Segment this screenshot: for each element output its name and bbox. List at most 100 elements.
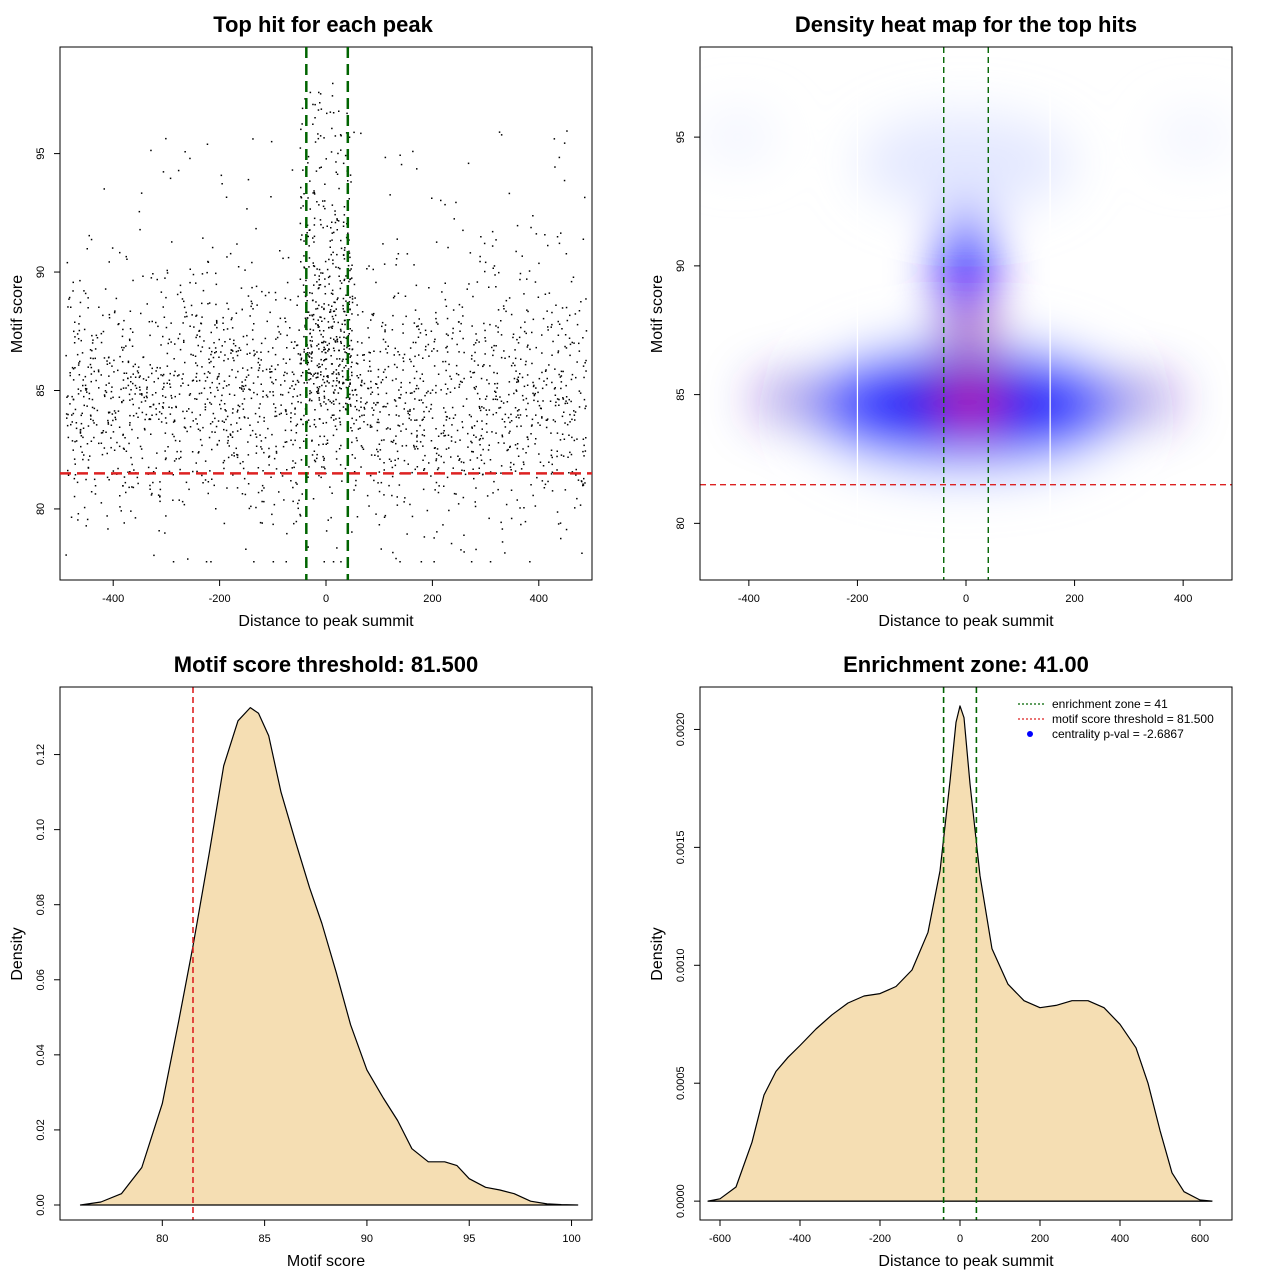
scatter-point <box>393 363 396 366</box>
scatter-point <box>303 193 305 195</box>
x-tick-label: 200 <box>423 593 441 605</box>
scatter-point <box>122 485 124 487</box>
scatter-point <box>226 487 228 489</box>
scatter-point <box>155 413 158 416</box>
scatter-point <box>428 355 430 357</box>
scatter-point <box>68 296 71 299</box>
scatter-point <box>331 305 333 307</box>
scatter-point <box>87 297 89 299</box>
scatter-point <box>497 488 499 491</box>
scatter-point <box>197 452 200 454</box>
scatter-point <box>346 112 348 115</box>
scatter-point <box>532 381 534 384</box>
scatter-point <box>351 295 354 298</box>
scatter-point <box>285 561 287 563</box>
scatter-point <box>265 368 268 371</box>
scatter-point <box>560 387 562 390</box>
scatter-point <box>505 299 508 302</box>
scatter-point <box>132 486 135 489</box>
scatter-point <box>236 454 239 456</box>
scatter-point <box>551 490 554 492</box>
scatter-point <box>434 489 436 491</box>
scatter-point <box>384 324 387 326</box>
scatter-point <box>150 149 152 152</box>
scatter-point <box>171 407 173 409</box>
scatter-point <box>150 433 152 435</box>
scatter-point <box>343 214 346 216</box>
scatter-point <box>483 462 486 465</box>
scatter-point <box>500 320 502 322</box>
scatter-point <box>564 402 566 405</box>
scatter-point <box>576 497 578 500</box>
scatter-point <box>80 339 82 342</box>
scatter-point <box>537 296 540 298</box>
scatter-point <box>216 376 219 378</box>
scatter-point <box>474 388 476 390</box>
scatter-point <box>543 487 546 489</box>
scatter-point <box>387 365 390 368</box>
scatter-point <box>221 345 223 347</box>
scatter-point <box>317 137 320 140</box>
score-density-ylabel: Density <box>9 927 26 980</box>
scatter-point <box>93 478 96 481</box>
scatter-point <box>221 394 223 397</box>
scatter-point <box>344 408 347 410</box>
scatter-point <box>422 488 425 491</box>
scatter-point <box>463 551 465 553</box>
scatter-point <box>286 334 288 337</box>
scatter-point <box>304 317 307 319</box>
scatter-point <box>403 353 406 356</box>
scatter-point <box>73 342 76 344</box>
scatter-point <box>547 326 549 328</box>
scatter-point <box>331 95 334 97</box>
scatter-point <box>151 320 153 323</box>
scatter-point <box>302 423 304 426</box>
scatter-point <box>170 322 172 324</box>
scatter-point <box>476 281 479 283</box>
scatter-point <box>290 412 292 414</box>
scatter-point <box>316 281 318 283</box>
scatter-point <box>112 431 115 433</box>
scatter-point <box>556 450 558 452</box>
scatter-point <box>332 434 335 437</box>
scatter-point <box>303 255 305 257</box>
scatter-point <box>274 410 277 413</box>
scatter-point <box>373 312 375 315</box>
scatter-point <box>164 458 167 461</box>
scatter-point <box>517 380 520 383</box>
scatter-point <box>585 359 587 362</box>
scatter-point <box>324 467 326 470</box>
scatter-point <box>144 400 147 402</box>
scatter-point <box>363 406 365 409</box>
scatter-point <box>164 532 166 534</box>
scatter-point <box>157 325 159 328</box>
scatter-point <box>184 427 187 429</box>
scatter-point <box>560 375 563 377</box>
scatter-point <box>423 469 425 471</box>
scatter-point <box>93 407 96 410</box>
scatter-point <box>89 363 92 366</box>
scatter-point <box>336 547 338 549</box>
scatter-point <box>525 408 527 411</box>
scatter-point <box>139 375 141 377</box>
scatter-point <box>336 253 338 256</box>
scatter-point <box>510 517 513 520</box>
scatter-point <box>70 306 72 308</box>
scatter-point <box>335 384 338 387</box>
scatter-point <box>329 337 332 339</box>
scatter-point <box>317 324 319 327</box>
scatter-point <box>108 317 111 319</box>
scatter-point <box>542 465 545 467</box>
scatter-point <box>93 370 95 373</box>
scatter-point <box>582 365 585 367</box>
scatter-point <box>535 387 537 389</box>
scatter-point <box>322 455 324 458</box>
scatter-point <box>354 457 356 459</box>
scatter-point <box>427 343 430 346</box>
scatter-point <box>332 347 335 349</box>
scatter-point <box>560 381 563 383</box>
scatter-point <box>320 108 323 110</box>
scatter-point <box>403 501 405 503</box>
scatter-point <box>187 384 190 386</box>
scatter-point <box>326 439 329 441</box>
